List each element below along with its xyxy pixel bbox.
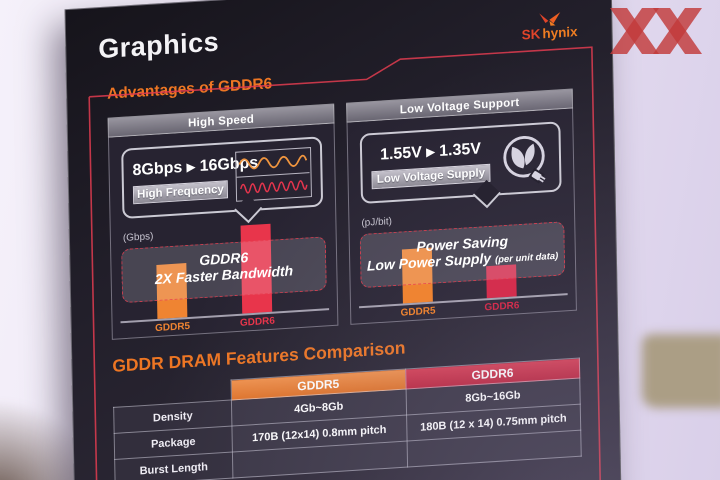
gddr5-bar-label: GDDR5 xyxy=(154,320,191,335)
bandwidth-overlay-box: GDDR6 2X Faster Bandwidth xyxy=(121,236,327,304)
overlay-note: (per unit data) xyxy=(494,250,559,266)
sk-hynix-logo: SK hynix xyxy=(521,10,578,43)
xx-watermark-icon: XX xyxy=(600,2,712,65)
sk-hynix-butterfly-icon xyxy=(539,12,561,26)
speed-from: 8Gbps xyxy=(132,159,183,180)
slide-title: Graphics xyxy=(97,26,220,65)
high-frequency-tag: High Frequency xyxy=(132,180,229,205)
power-saving-overlay-box: Power Saving Low Power Supply (per unit … xyxy=(359,221,566,289)
gddr5-bar-label: GDDR5 xyxy=(400,305,436,319)
sk-hynix-wordmark: SK hynix xyxy=(521,24,578,43)
x-axis-line xyxy=(359,293,568,309)
high-speed-panel-body: 8Gbps ▶ 16Gbps High Frequency xyxy=(107,123,339,340)
speed-change-label: 8Gbps ▶ 16Gbps xyxy=(132,154,258,180)
low-frequency-wave-icon xyxy=(238,154,308,170)
gbps-unit-label: (Gbps) xyxy=(122,231,154,244)
brand-hynix: hynix xyxy=(542,24,578,42)
voltage-from: 1.55V xyxy=(379,144,422,164)
voltage-to: 1.35V xyxy=(439,140,482,160)
red-frame-border xyxy=(88,46,604,480)
gddr6-bar-label: GDDR6 xyxy=(239,315,275,329)
brand-sk: SK xyxy=(521,26,541,43)
low-voltage-supply-tag: Low Voltage Supply xyxy=(371,163,491,190)
voltage-change-label: 1.55V ▶ 1.35V xyxy=(371,140,490,165)
advantage-panels: High Speed 8Gbps ▶ 16Gbps High Frequency xyxy=(107,88,577,340)
slide-header: Graphics SK hynix xyxy=(66,0,612,72)
pj-bit-unit-label: (pJ/bit) xyxy=(361,216,393,229)
high-speed-panel: High Speed 8Gbps ▶ 16Gbps High Frequency xyxy=(107,103,339,340)
low-voltage-callout: 1.55V ▶ 1.35V Low Voltage Supply xyxy=(359,121,562,204)
eco-leaf-plug-icon xyxy=(503,135,546,184)
arrow-right-icon: ▶ xyxy=(426,146,435,159)
presentation-slide: Graphics SK hynix Advantages of GDDR6 Hig… xyxy=(64,0,624,480)
low-voltage-panel-body: 1.55V ▶ 1.35V Low Voltage Supply xyxy=(346,108,577,325)
high-speed-callout-text: 8Gbps ▶ 16Gbps High Frequency xyxy=(132,154,258,205)
background-blurred-object xyxy=(642,334,720,408)
frequency-waveform-icon xyxy=(235,147,312,202)
arrow-right-icon: ▶ xyxy=(186,161,196,174)
high-frequency-wave-icon xyxy=(236,172,310,201)
high-speed-callout: 8Gbps ▶ 16Gbps High Frequency xyxy=(121,136,324,219)
low-voltage-panel: Low Voltage Support 1.55V ▶ 1.35V Low Vo… xyxy=(346,88,577,325)
gddr6-bar-label: GDDR6 xyxy=(484,300,520,314)
low-voltage-callout-text: 1.55V ▶ 1.35V Low Voltage Supply xyxy=(371,140,491,190)
